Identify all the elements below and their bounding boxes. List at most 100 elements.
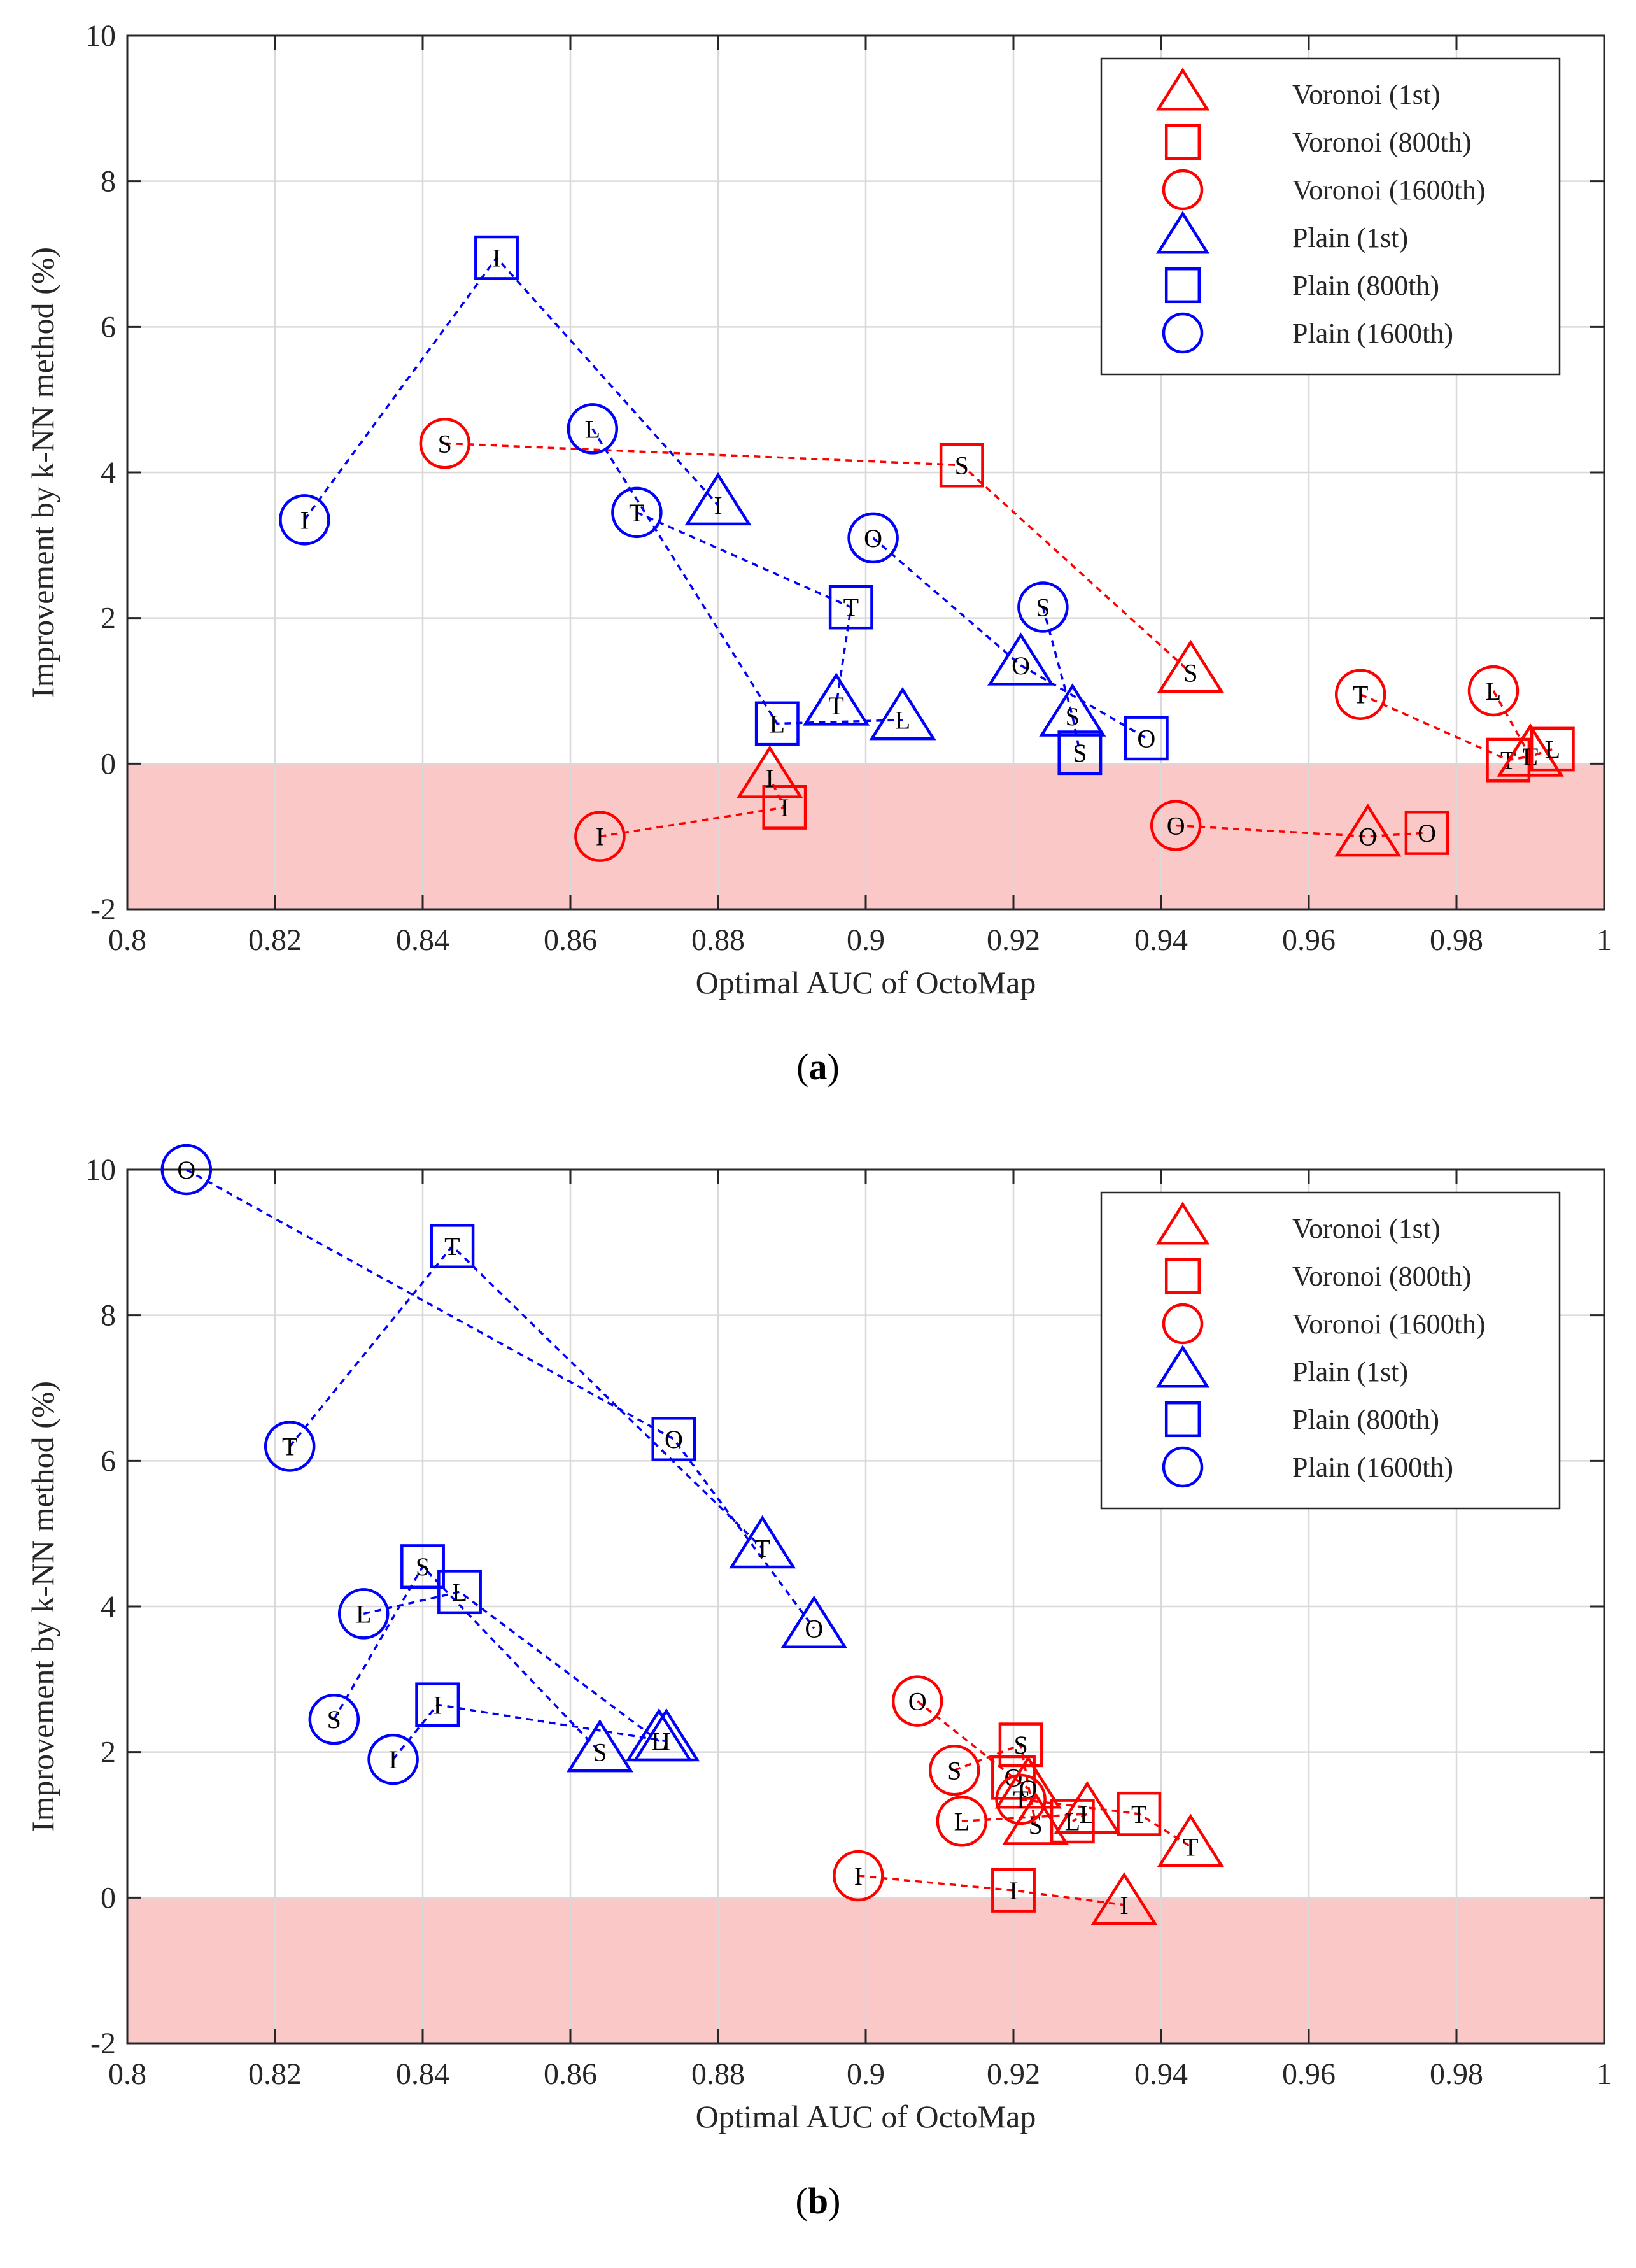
marker-circle — [891, 1675, 943, 1727]
marker-circle — [833, 1850, 884, 1902]
legend-item: Voronoi (1st) — [1155, 1201, 1441, 1245]
x-tick-label: 0.84 — [396, 923, 449, 957]
marker-triangle — [729, 1515, 796, 1569]
data-point-label: T — [1183, 1832, 1198, 1861]
data-point: I — [279, 494, 330, 546]
marker-square — [1404, 811, 1449, 855]
legend-marker-triangle — [1155, 1345, 1210, 1388]
x-tick-label: 0.96 — [1282, 2057, 1336, 2091]
series-line-plain-s — [1041, 607, 1082, 753]
figure-caption: (a) — [796, 1046, 840, 1088]
y-tick-label: 6 — [101, 1444, 116, 1478]
y-tick-label: 6 — [101, 310, 116, 344]
x-tick-label: 0.8 — [108, 923, 146, 957]
data-point-label: S — [1036, 593, 1050, 622]
marker-circle — [160, 1144, 213, 1196]
series-line-plain-o — [872, 537, 1147, 739]
data-point-label: L — [1545, 735, 1560, 763]
data-point-label: O — [805, 1614, 823, 1643]
caption-letter: b — [808, 2180, 828, 2222]
marker-circle — [1017, 581, 1069, 633]
data-point-label: I — [854, 1862, 863, 1890]
legend-item: Voronoi (1600th) — [1162, 169, 1486, 211]
data-point-label: I — [714, 491, 722, 520]
marker-circle — [308, 1693, 360, 1745]
data-point: I — [833, 1850, 884, 1902]
x-tick-label: 0.98 — [1430, 923, 1483, 957]
marker-triangle — [1157, 1813, 1224, 1867]
data-point-label: O — [864, 524, 882, 553]
figure-b: 0.8 0.82 0.84 0.86 0.88 0.9 0.92 0.94 0.96 0.98 1 -… — [0, 1134, 1636, 2268]
marker-square — [828, 585, 873, 630]
data-point: T — [803, 672, 870, 726]
y-axis-label: Improvement by k-NN method (%) — [25, 247, 60, 698]
data-point-label: L — [452, 1578, 467, 1606]
data-point-label: L — [585, 415, 600, 443]
y-tick-label: 8 — [101, 1299, 116, 1333]
legend-item: Plain (1600th) — [1162, 312, 1453, 354]
marker-circle — [567, 403, 619, 455]
data-point-label: T — [843, 593, 859, 622]
series-line-plain-l — [363, 1591, 660, 1742]
marker-square — [998, 1722, 1043, 1768]
marker-circle — [279, 494, 330, 546]
legend-item: Plain (1st) — [1155, 211, 1408, 254]
data-point-label: S — [1073, 739, 1087, 767]
x-tick-label: 0.86 — [544, 2057, 597, 2091]
marker-triangle — [1334, 803, 1402, 857]
data-point: S — [928, 1745, 980, 1796]
data-point-label: O — [1137, 724, 1155, 753]
legend-marker-square — [1164, 1401, 1201, 1438]
marker-circle — [847, 512, 899, 564]
marker-square — [991, 1868, 1036, 1913]
series-line-plain-l — [591, 428, 903, 725]
data-point: S — [308, 1693, 360, 1745]
x-tick-label: 0.9 — [847, 923, 885, 957]
data-point-label: S — [1183, 658, 1197, 687]
data-point-label: L — [954, 1807, 970, 1836]
ticks: 0.8 0.82 0.84 0.86 0.88 0.9 0.92 0.94 0.96 0.98 1 -… — [85, 1153, 1612, 2091]
legend-item: Plain (1st) — [1155, 1345, 1408, 1388]
data-point-label: I — [766, 764, 774, 793]
data-point: S — [939, 443, 984, 488]
y-tick-label: 0 — [101, 747, 116, 781]
marker-circle — [337, 1588, 390, 1640]
y-tick-label: 10 — [85, 19, 116, 53]
y-tick-label: 0 — [101, 1881, 116, 1915]
x-tick-label: 0.82 — [248, 2057, 302, 2091]
data-point-label: I — [1120, 1891, 1128, 1920]
legend-item: Voronoi (800th) — [1164, 1258, 1472, 1294]
legend-label: Plain (1st) — [1292, 1356, 1408, 1387]
legend-label: Plain (800th) — [1292, 1404, 1439, 1435]
data-point: T — [995, 1773, 1047, 1825]
y-tick-label: 10 — [85, 1153, 116, 1187]
x-tick-label: 0.88 — [691, 923, 745, 957]
data-point-label: L — [895, 706, 910, 735]
data-point: T — [264, 1421, 316, 1472]
marker-circle — [264, 1421, 316, 1472]
marker-triangle — [1090, 1872, 1158, 1925]
data-point: S — [1057, 730, 1103, 776]
legend-box — [1100, 57, 1561, 376]
legend-label: Voronoi (1st) — [1292, 79, 1441, 110]
x-axis-label: Optimal AUC of OctoMap — [696, 965, 1036, 1000]
data-point: T — [828, 585, 873, 630]
data-point-label: T — [1013, 1785, 1028, 1814]
data-point: S — [998, 1722, 1043, 1768]
marker-triangle — [736, 745, 803, 798]
data-point: T — [1157, 1813, 1224, 1867]
series-line-plain-i — [303, 255, 719, 521]
data-point: L — [936, 1796, 988, 1847]
ticks: 0.8 0.82 0.84 0.86 0.88 0.9 0.92 0.94 0.96 0.98 1 -… — [85, 19, 1612, 957]
x-tick-label: 0.9 — [847, 2057, 885, 2091]
marker-triangle — [1157, 639, 1224, 693]
data-point-label: L — [770, 709, 785, 738]
x-tick-label: 1 — [1597, 923, 1612, 957]
x-tick-label: 0.94 — [1134, 923, 1188, 957]
data-point: I — [415, 1682, 460, 1727]
x-tick-label: 0.98 — [1430, 2057, 1483, 2091]
data-point: S — [419, 418, 471, 469]
data-point-label: O — [665, 1425, 683, 1454]
legend-marker-square — [1164, 267, 1201, 304]
